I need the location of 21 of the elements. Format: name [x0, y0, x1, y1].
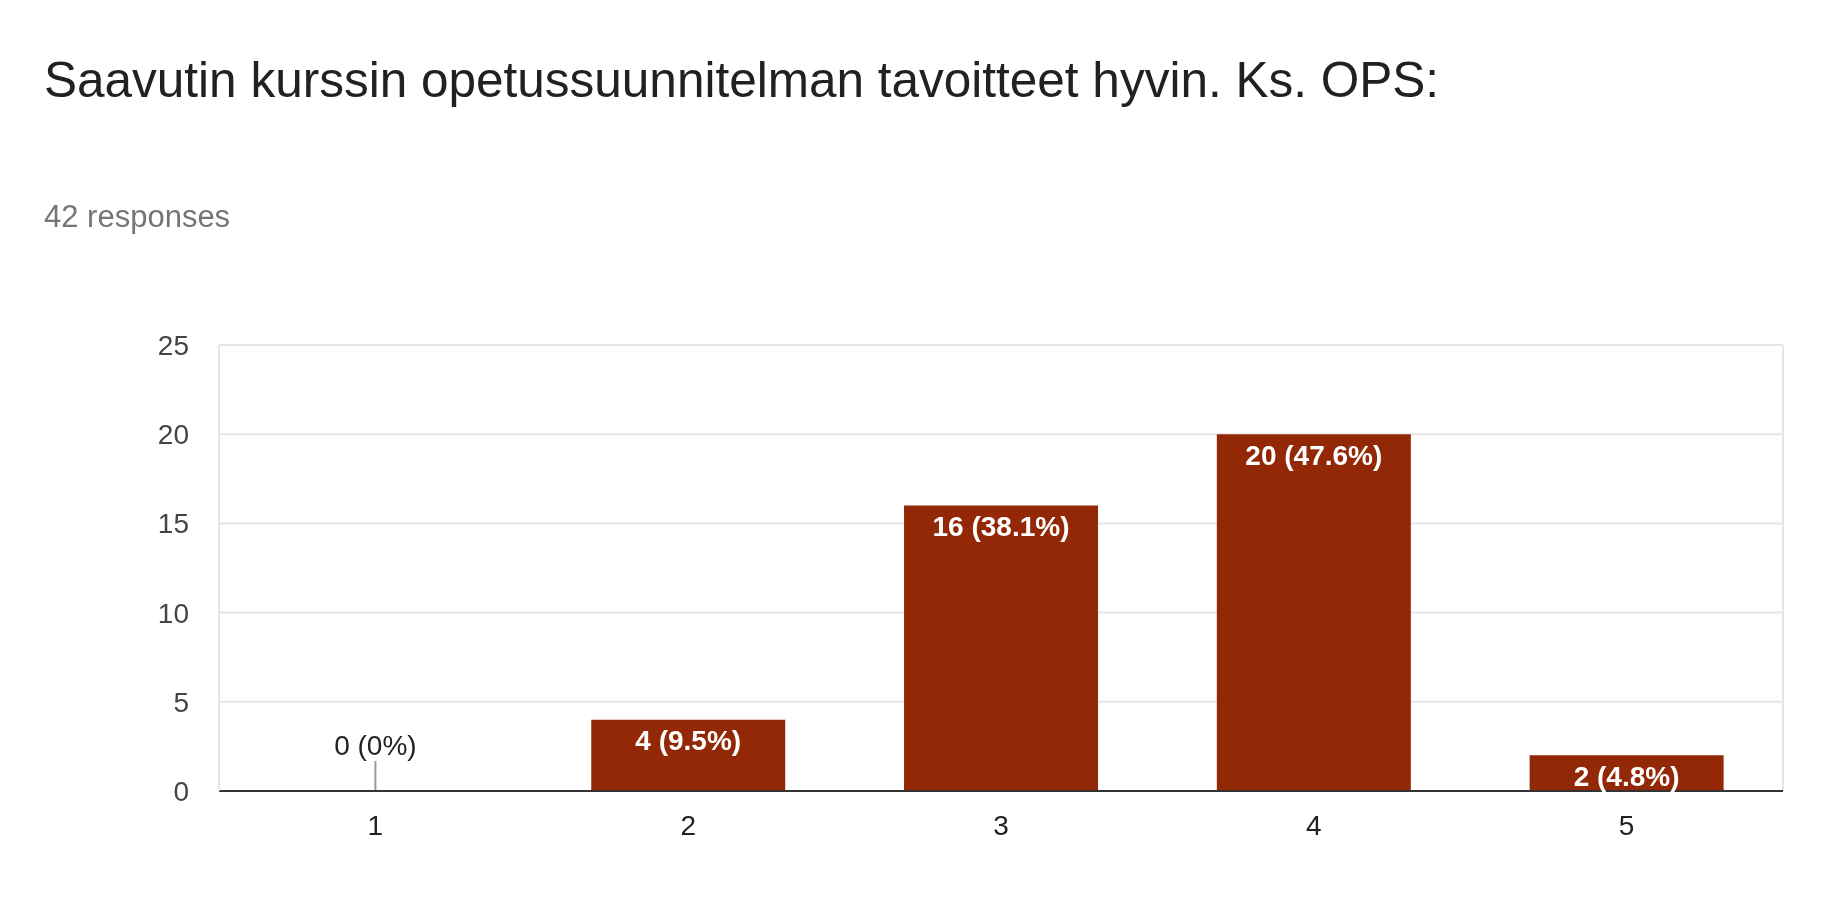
x-tick-label: 4	[1306, 809, 1322, 841]
data-label: 16 (38.1%)	[932, 511, 1070, 543]
x-tick-label: 5	[1618, 809, 1635, 841]
bar	[1216, 434, 1411, 791]
chart-title: Saavutin kurssin opetussuunnitelman tavoitteet hyvin. Ks. OPS:	[44, 52, 1439, 109]
data-label: 20 (47.6%)	[1245, 439, 1383, 471]
data-label: 0 (0%)	[334, 729, 417, 761]
y-tick-label: 5	[173, 686, 189, 718]
y-tick-label: 10	[157, 597, 189, 629]
x-tick-label: 2	[680, 809, 696, 841]
x-tick-label: 3	[993, 809, 1009, 841]
data-label: 2 (4.8%)	[1573, 760, 1680, 792]
x-tick-label: 1	[367, 809, 384, 841]
y-tick-label: 15	[157, 508, 189, 540]
y-tick-label: 25	[157, 329, 189, 361]
bar	[591, 719, 786, 791]
bar	[904, 505, 1099, 791]
y-tick-label: 20	[157, 419, 189, 451]
chart-subtitle: 42 responses	[44, 199, 231, 235]
y-tick-label: 0	[173, 775, 189, 807]
data-label: 4 (9.5%)	[635, 725, 742, 757]
